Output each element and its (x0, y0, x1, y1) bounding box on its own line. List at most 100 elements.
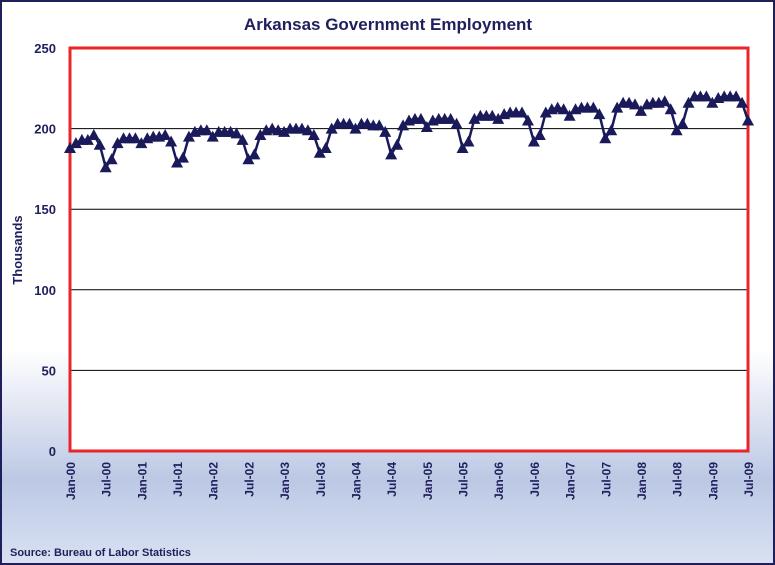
x-tick-label: Jul-09 (742, 462, 756, 497)
data-point (611, 101, 624, 113)
x-tick-label: Jul-02 (242, 462, 256, 497)
x-tick-label: Jan-07 (564, 462, 578, 500)
data-point (105, 153, 118, 165)
data-point (563, 109, 576, 121)
x-tick-label: Jul-01 (171, 462, 185, 497)
y-axis-label: Thousands (10, 215, 25, 284)
data-point (159, 129, 172, 141)
data-point (177, 151, 189, 163)
data-point (533, 129, 546, 141)
y-tick-label: 150 (34, 202, 56, 217)
x-tick-label: Jul-04 (385, 462, 399, 497)
x-tick-label: Jan-05 (421, 462, 435, 500)
data-point (64, 141, 76, 153)
x-tick-label: Jul-03 (314, 462, 328, 497)
data-point (397, 119, 410, 131)
data-point (99, 161, 112, 173)
data-point (343, 117, 356, 129)
data-point (634, 104, 647, 116)
data-point (278, 125, 291, 137)
y-tick-label: 0 (49, 444, 56, 459)
data-point (676, 117, 689, 129)
data-point (129, 132, 142, 144)
data-point (254, 129, 267, 141)
x-tick-label: Jan-03 (278, 462, 292, 500)
data-point (200, 124, 213, 136)
data-point (111, 137, 124, 149)
data-point (93, 138, 106, 150)
data-point (664, 103, 677, 115)
data-point (658, 95, 671, 107)
data-point (605, 124, 618, 136)
data-point (420, 120, 433, 132)
data-point (599, 132, 612, 144)
data-point (248, 148, 261, 160)
source-note: Source: Bureau of Labor Statistics (10, 547, 191, 559)
data-point (706, 96, 719, 108)
x-tick-label: Jan-06 (492, 462, 506, 500)
data-point (182, 130, 195, 142)
data-point (414, 112, 427, 124)
y-tick-label: 250 (34, 41, 56, 56)
data-point (319, 141, 332, 153)
data-point (587, 101, 600, 113)
data-point (373, 119, 386, 131)
x-tick-label: Jan-09 (706, 462, 720, 500)
data-point (486, 109, 499, 121)
x-tick-label: Jan-00 (64, 462, 78, 500)
x-tick-label: Jul-06 (528, 462, 542, 497)
data-point (700, 90, 713, 102)
data-point (171, 156, 184, 168)
data-point (629, 98, 641, 110)
data-point (135, 137, 148, 149)
data-point (539, 106, 552, 118)
x-tick-label: Jan-02 (207, 462, 221, 500)
data-point (165, 135, 178, 147)
data-point (313, 146, 326, 158)
data-point (462, 135, 475, 147)
data-point (670, 124, 683, 136)
data-point (468, 112, 481, 124)
data-point (593, 108, 606, 120)
data-point (206, 130, 219, 142)
plot-border (68, 46, 750, 453)
data-point (736, 96, 749, 108)
x-tick-label: Jul-00 (100, 462, 114, 497)
data-point (557, 103, 570, 115)
data-point (391, 138, 404, 150)
data-point (379, 125, 392, 137)
data-point (450, 117, 463, 129)
data-point (521, 114, 534, 126)
x-tick-label: Jul-05 (457, 462, 471, 497)
x-tick-label: Jul-07 (599, 462, 613, 497)
data-point (242, 153, 255, 165)
y-tick-label: 50 (42, 363, 56, 378)
data-point (527, 135, 540, 147)
data-point (230, 127, 243, 139)
data-point (385, 148, 398, 160)
x-tick-label: Jul-08 (671, 462, 685, 497)
data-point (307, 129, 320, 141)
data-point (730, 90, 743, 102)
data-point (682, 96, 695, 108)
chart-title: Arkansas Government Employment (244, 15, 532, 34)
y-tick-label: 200 (34, 122, 56, 137)
x-tick-label: Jan-01 (135, 462, 149, 500)
data-point (81, 133, 94, 145)
data-point (69, 137, 82, 149)
x-tick-label: Jan-08 (635, 462, 649, 500)
y-tick-label: 100 (34, 283, 56, 298)
data-point (301, 124, 314, 136)
data-point (236, 133, 249, 145)
data-point (456, 141, 469, 153)
data-point (444, 112, 457, 124)
data-point (87, 129, 100, 141)
data-point (516, 106, 528, 118)
data-point (742, 114, 754, 126)
data-point (349, 122, 362, 134)
data-point (325, 122, 338, 134)
x-tick-label: Jan-04 (349, 462, 363, 500)
data-point (492, 112, 505, 124)
